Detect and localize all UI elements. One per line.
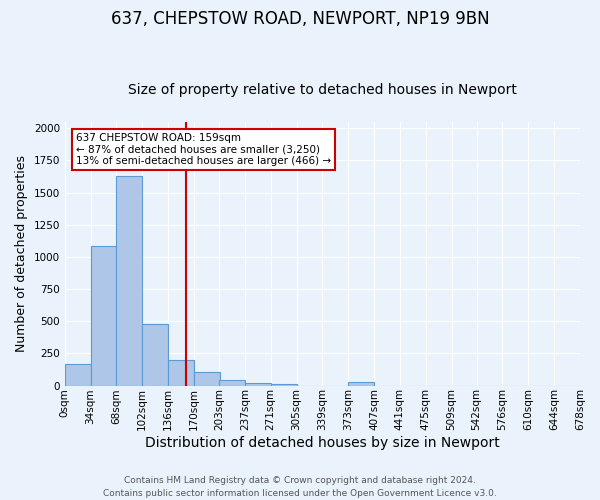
Bar: [168, 360, 194, 386]
Text: Contains HM Land Registry data © Crown copyright and database right 2024.
Contai: Contains HM Land Registry data © Crown c…: [103, 476, 497, 498]
Text: 637, CHEPSTOW ROAD, NEWPORT, NP19 9BN: 637, CHEPSTOW ROAD, NEWPORT, NP19 9BN: [110, 10, 490, 28]
Bar: [65, 364, 91, 386]
Title: Size of property relative to detached houses in Newport: Size of property relative to detached ho…: [128, 83, 517, 97]
Bar: [116, 176, 142, 386]
Bar: [194, 372, 220, 386]
Bar: [91, 246, 116, 386]
Bar: [348, 382, 374, 386]
Bar: [142, 324, 168, 386]
Y-axis label: Number of detached properties: Number of detached properties: [15, 155, 28, 352]
Bar: [271, 384, 296, 386]
Bar: [219, 380, 245, 386]
Bar: [245, 383, 271, 386]
X-axis label: Distribution of detached houses by size in Newport: Distribution of detached houses by size …: [145, 436, 500, 450]
Text: 637 CHEPSTOW ROAD: 159sqm
← 87% of detached houses are smaller (3,250)
13% of se: 637 CHEPSTOW ROAD: 159sqm ← 87% of detac…: [76, 133, 331, 166]
